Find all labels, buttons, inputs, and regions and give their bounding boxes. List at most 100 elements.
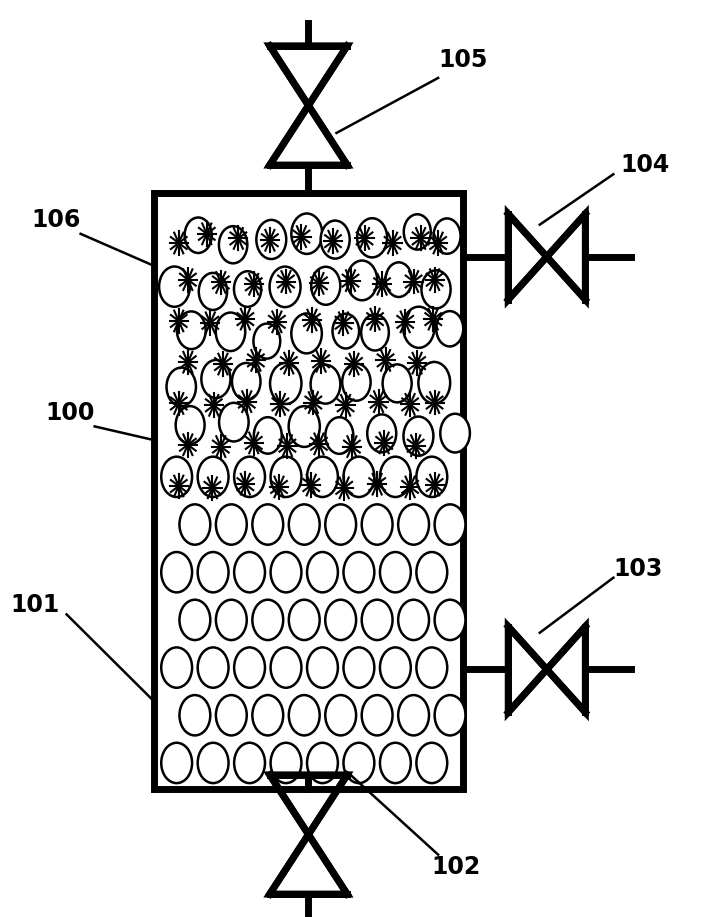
Text: 103: 103 — [613, 557, 662, 580]
Circle shape — [176, 406, 205, 444]
Circle shape — [362, 695, 393, 735]
Circle shape — [271, 552, 301, 592]
Circle shape — [289, 504, 320, 545]
Circle shape — [289, 406, 320, 447]
Circle shape — [307, 457, 338, 497]
Circle shape — [216, 313, 245, 351]
Text: 105: 105 — [438, 48, 487, 72]
Circle shape — [234, 743, 265, 783]
Circle shape — [254, 417, 282, 454]
Circle shape — [198, 457, 229, 497]
Circle shape — [216, 695, 247, 735]
Circle shape — [343, 552, 374, 592]
Circle shape — [216, 504, 247, 545]
Circle shape — [343, 647, 374, 688]
Circle shape — [416, 457, 447, 497]
Circle shape — [219, 403, 249, 441]
Circle shape — [271, 647, 301, 688]
Text: 101: 101 — [11, 593, 60, 617]
Circle shape — [380, 457, 411, 497]
Circle shape — [271, 743, 301, 783]
Circle shape — [435, 695, 465, 735]
Circle shape — [311, 365, 341, 403]
Circle shape — [307, 743, 338, 783]
Circle shape — [383, 364, 411, 403]
Circle shape — [216, 600, 247, 640]
Circle shape — [254, 324, 280, 359]
Circle shape — [380, 552, 411, 592]
Circle shape — [435, 504, 465, 545]
Circle shape — [418, 362, 450, 403]
Circle shape — [289, 695, 320, 735]
Circle shape — [325, 695, 356, 735]
Circle shape — [380, 647, 411, 688]
Circle shape — [362, 504, 393, 545]
Circle shape — [332, 314, 359, 348]
Circle shape — [219, 226, 247, 263]
Circle shape — [159, 267, 190, 307]
Circle shape — [179, 695, 210, 735]
Circle shape — [257, 220, 286, 259]
Circle shape — [436, 311, 463, 347]
Circle shape — [252, 504, 283, 545]
Circle shape — [271, 457, 301, 497]
Circle shape — [234, 271, 261, 307]
Circle shape — [199, 273, 227, 310]
Circle shape — [179, 600, 210, 640]
Circle shape — [161, 647, 192, 688]
Circle shape — [161, 457, 192, 497]
Circle shape — [270, 267, 301, 307]
Circle shape — [184, 217, 212, 253]
Circle shape — [416, 552, 447, 592]
Circle shape — [270, 363, 301, 404]
Circle shape — [307, 552, 338, 592]
Circle shape — [435, 600, 465, 640]
Circle shape — [361, 315, 389, 350]
Circle shape — [440, 414, 470, 452]
Circle shape — [161, 552, 192, 592]
Circle shape — [404, 416, 433, 456]
Circle shape — [404, 215, 431, 249]
Circle shape — [232, 363, 261, 400]
Text: 102: 102 — [431, 855, 480, 878]
Circle shape — [347, 260, 377, 300]
Circle shape — [398, 504, 429, 545]
Circle shape — [167, 368, 196, 406]
Circle shape — [343, 743, 374, 783]
Bar — [154, 193, 463, 789]
Circle shape — [416, 647, 447, 688]
Circle shape — [398, 600, 429, 640]
Circle shape — [234, 457, 265, 497]
Circle shape — [380, 743, 411, 783]
Circle shape — [367, 414, 396, 452]
Circle shape — [362, 600, 393, 640]
Text: 100: 100 — [46, 401, 95, 425]
Circle shape — [179, 504, 210, 545]
Circle shape — [198, 647, 229, 688]
Circle shape — [234, 552, 265, 592]
Circle shape — [433, 218, 461, 254]
Circle shape — [342, 364, 371, 401]
Circle shape — [311, 267, 340, 304]
Circle shape — [177, 312, 205, 349]
Circle shape — [292, 214, 322, 254]
Circle shape — [386, 262, 412, 297]
Text: 106: 106 — [32, 208, 81, 232]
Circle shape — [320, 221, 350, 259]
Circle shape — [252, 695, 283, 735]
Text: 104: 104 — [620, 153, 669, 177]
Circle shape — [421, 271, 451, 308]
Circle shape — [325, 417, 353, 454]
Circle shape — [198, 552, 229, 592]
Circle shape — [234, 647, 265, 688]
Circle shape — [403, 306, 435, 348]
Circle shape — [289, 600, 320, 640]
Circle shape — [325, 600, 356, 640]
Circle shape — [292, 314, 322, 353]
Circle shape — [161, 743, 192, 783]
Circle shape — [307, 647, 338, 688]
Circle shape — [198, 743, 229, 783]
Circle shape — [325, 504, 356, 545]
Circle shape — [252, 600, 283, 640]
Circle shape — [358, 218, 387, 258]
